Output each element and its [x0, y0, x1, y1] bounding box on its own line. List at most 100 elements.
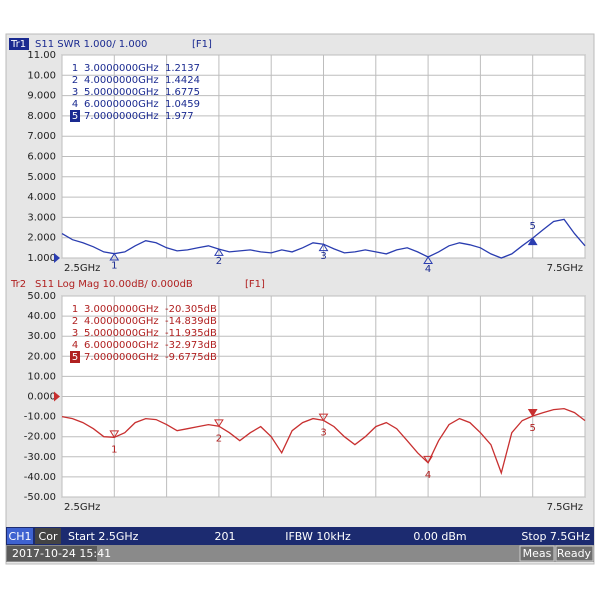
marker — [318, 243, 329, 252]
marker — [109, 252, 120, 261]
marker-table-value: -9.6775dB — [165, 352, 217, 363]
ready: Ready — [557, 547, 592, 560]
marker-table-value: 1.977 — [165, 111, 194, 122]
marker — [213, 419, 224, 428]
marker-table-number: 4 — [72, 99, 78, 110]
marker-table-value: 1.4424 — [165, 75, 200, 86]
y-tick-label: 11.00 — [27, 50, 56, 61]
x-start-label: 2.5GHz — [64, 263, 100, 274]
y-tick-label: 4.000 — [27, 192, 56, 203]
marker-table-freq: 3.0000000GHz — [84, 63, 159, 74]
marker-table-freq: 5.0000000GHz — [84, 328, 159, 339]
marker — [109, 430, 120, 439]
y-tick-label: 7.000 — [27, 131, 56, 142]
ready-box — [555, 545, 594, 562]
y-tick-label: -40.00 — [24, 472, 56, 483]
marker — [527, 237, 538, 246]
meas: Meas — [523, 547, 552, 560]
y-tick-label: 50.00 — [27, 291, 56, 302]
y-tick-label: 3.000 — [27, 212, 56, 223]
marker — [318, 413, 329, 422]
marker — [213, 248, 224, 256]
marker-table-value: -14.839dB — [165, 316, 217, 327]
marker — [423, 455, 434, 464]
marker-table-number: 5 — [72, 111, 78, 122]
points: 201 — [215, 530, 236, 543]
marker-table-value: 1.6775 — [165, 87, 200, 98]
marker-table-freq: 5.0000000GHz — [84, 87, 159, 98]
marker-table-number: 1 — [72, 304, 78, 315]
marker-table-number: 2 — [72, 75, 78, 86]
format-tag: [F1] — [192, 39, 212, 50]
y-tick-label: 2.000 — [27, 233, 56, 244]
marker-table-number: 2 — [72, 316, 78, 327]
y-tick-label: 10.00 — [27, 371, 56, 382]
marker-number: 3 — [320, 251, 326, 262]
marker-table-value: -11.935dB — [165, 328, 217, 339]
marker — [423, 256, 434, 264]
trace-tag: Tr1 — [10, 39, 26, 50]
y-tick-label: -30.00 — [24, 452, 56, 463]
y-tick-label: 30.00 — [27, 331, 56, 342]
marker-table-number: 3 — [72, 328, 78, 339]
marker — [527, 409, 538, 417]
marker-table-freq: 3.0000000GHz — [84, 304, 159, 315]
marker-number: 5 — [530, 221, 536, 232]
active-marker-box — [70, 110, 80, 122]
y-tick-label: 0.000 — [27, 392, 56, 403]
y-tick-label: -20.00 — [24, 432, 56, 443]
x-start-label: 2.5GHz — [64, 502, 100, 513]
marker-table-number: 3 — [72, 87, 78, 98]
marker-table-freq: 7.0000000GHz — [84, 352, 159, 363]
power: 0.00 dBm — [413, 530, 466, 543]
marker-table-freq: 4.0000000GHz — [84, 75, 159, 86]
measurement: S11 Log Mag 10.00dB/ 0.000dB — [35, 279, 193, 290]
marker-number: 5 — [530, 423, 536, 434]
trace-tag: Tr2 — [10, 279, 26, 290]
x-stop-label: 7.5GHz — [547, 263, 583, 274]
marker-table-freq: 6.0000000GHz — [84, 340, 159, 351]
reference-arrow — [54, 253, 60, 263]
channel: CH1 — [9, 530, 32, 543]
marker-number: 4 — [425, 264, 431, 275]
marker-table-freq: 7.0000000GHz — [84, 111, 159, 122]
start-freq: Start 2.5GHz — [68, 530, 139, 543]
marker-table-value: -20.305dB — [165, 304, 217, 315]
format-tag: [F1] — [245, 279, 265, 290]
measurement: S11 SWR 1.000/ 1.000 — [35, 39, 147, 50]
marker-number: 2 — [216, 256, 222, 267]
y-tick-label: 1.000 — [27, 253, 56, 264]
reference-arrow — [54, 391, 60, 402]
trace-tag-bg — [9, 38, 29, 50]
y-tick-label: -10.00 — [24, 412, 56, 423]
stop-freq: Stop 7.5GHz — [521, 530, 590, 543]
marker-number: 4 — [425, 470, 431, 481]
marker-table-value: 1.2137 — [165, 63, 200, 74]
y-tick-label: 10.00 — [27, 70, 56, 81]
y-tick-label: 9.000 — [27, 91, 56, 102]
marker-table-freq: 6.0000000GHz — [84, 99, 159, 110]
y-tick-label: -50.00 — [24, 492, 56, 503]
active-marker-box — [70, 351, 80, 363]
correction: Cor — [39, 530, 58, 543]
y-tick-label: 5.000 — [27, 172, 56, 183]
y-tick-label: 40.00 — [27, 311, 56, 322]
marker-number: 1 — [111, 444, 117, 455]
marker-table-number: 5 — [72, 352, 78, 363]
marker-number: 2 — [216, 433, 222, 444]
ifbw: IFBW 10kHz — [285, 530, 351, 543]
x-stop-label: 7.5GHz — [547, 502, 583, 513]
correction-box — [35, 528, 61, 544]
y-tick-label: 6.000 — [27, 152, 56, 163]
meas-box — [519, 545, 555, 562]
channel-box — [7, 528, 33, 544]
y-tick-label: 20.00 — [27, 351, 56, 362]
marker-table-value: 1.0459 — [165, 99, 200, 110]
marker-table-freq: 4.0000000GHz — [84, 316, 159, 327]
marker-table-number: 1 — [72, 63, 78, 74]
marker-table-value: -32.973dB — [165, 340, 217, 351]
y-tick-label: 8.000 — [27, 111, 56, 122]
timestamp: 2017-10-24 15:41 — [12, 547, 111, 560]
timestamp-box — [7, 546, 97, 561]
